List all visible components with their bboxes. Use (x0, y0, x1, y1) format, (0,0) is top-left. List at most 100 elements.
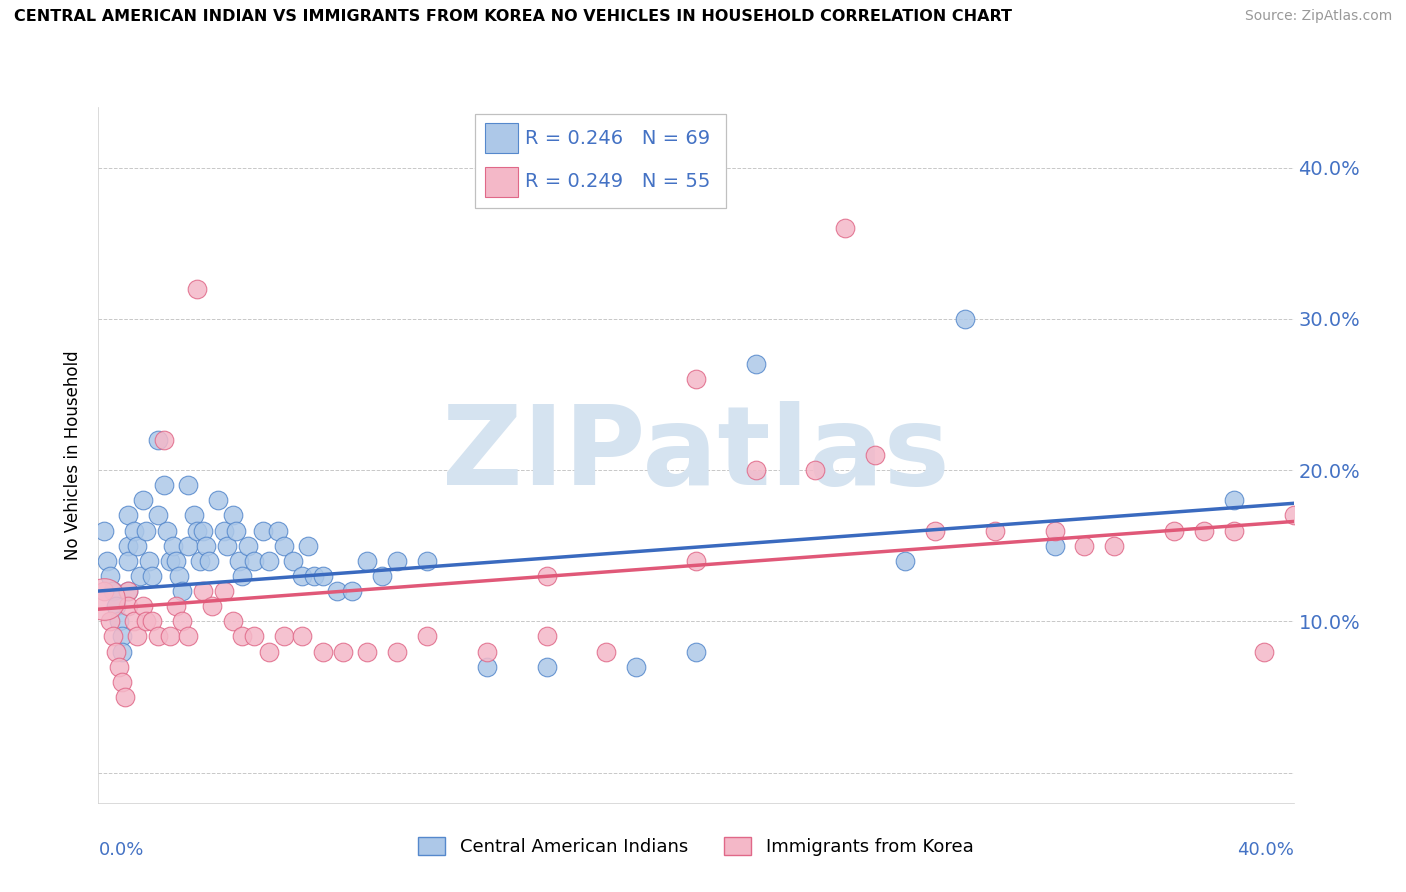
Point (536, 569, 558, 583)
Point (117, 554, 139, 568)
Point (1073, 539, 1095, 553)
Point (117, 508, 139, 523)
Point (103, 629, 125, 643)
Point (108, 615, 131, 629)
Legend: Central American Indians, Immigrants from Korea: Central American Indians, Immigrants fro… (411, 830, 981, 863)
Point (93, 584, 115, 599)
Point (1192, 524, 1215, 538)
Text: 0.0%: 0.0% (98, 841, 143, 859)
Point (865, 448, 887, 462)
Point (207, 493, 229, 508)
Point (311, 569, 333, 583)
Point (281, 554, 304, 568)
Point (127, 539, 149, 553)
Point (117, 584, 139, 599)
Point (165, 554, 187, 568)
Point (311, 644, 333, 658)
Point (148, 433, 170, 447)
Point (291, 629, 314, 643)
Point (96, 554, 118, 568)
Text: ZIPatlas: ZIPatlas (441, 401, 950, 508)
Point (111, 644, 134, 658)
Point (228, 554, 250, 568)
Point (93, 524, 115, 538)
Text: 40.0%: 40.0% (1237, 841, 1294, 859)
Point (536, 659, 558, 673)
Point (356, 644, 378, 658)
Point (536, 629, 558, 643)
Point (212, 524, 235, 538)
Point (231, 569, 253, 583)
Point (148, 629, 170, 643)
Point (222, 508, 245, 523)
Point (100, 569, 122, 583)
Point (834, 221, 856, 235)
Point (1043, 524, 1066, 538)
Point (626, 659, 648, 673)
Point (685, 644, 707, 658)
Point (215, 539, 238, 553)
Point (984, 524, 1007, 538)
Point (222, 615, 245, 629)
Point (191, 584, 214, 599)
Point (1223, 493, 1246, 508)
Point (198, 554, 221, 568)
Point (124, 524, 146, 538)
Point (100, 615, 122, 629)
Point (167, 569, 190, 583)
Point (114, 690, 136, 704)
Point (162, 539, 184, 553)
Point (297, 539, 319, 553)
Point (105, 599, 128, 614)
Point (172, 584, 194, 599)
Point (953, 311, 976, 326)
Point (685, 372, 707, 386)
Point (236, 539, 259, 553)
Point (127, 629, 149, 643)
Point (111, 674, 134, 689)
Point (267, 524, 290, 538)
Point (243, 629, 266, 643)
Point (1104, 539, 1126, 553)
Point (177, 478, 200, 492)
Point (117, 584, 139, 599)
Point (291, 569, 314, 583)
Point (195, 539, 218, 553)
Point (135, 615, 157, 629)
Point (371, 569, 394, 583)
Point (257, 644, 280, 658)
Point (191, 524, 214, 538)
Point (93, 591, 115, 606)
Point (135, 524, 157, 538)
Point (141, 615, 163, 629)
Point (183, 508, 205, 523)
Point (108, 659, 131, 673)
Point (186, 524, 208, 538)
Point (416, 629, 439, 643)
Point (342, 584, 364, 599)
Point (894, 554, 917, 568)
Point (231, 629, 253, 643)
Point (138, 554, 160, 568)
Point (177, 539, 200, 553)
Y-axis label: No Vehicles in Household: No Vehicles in Household (65, 350, 83, 560)
Point (172, 615, 194, 629)
Point (159, 629, 181, 643)
Point (177, 629, 200, 643)
Point (132, 599, 155, 614)
Point (124, 615, 146, 629)
Point (243, 554, 266, 568)
Point (257, 554, 280, 568)
Point (745, 463, 768, 477)
Point (103, 584, 125, 599)
Point (1253, 644, 1275, 658)
Point (153, 478, 176, 492)
Point (156, 524, 179, 538)
Point (153, 433, 176, 447)
Point (273, 539, 295, 553)
Text: CENTRAL AMERICAN INDIAN VS IMMIGRANTS FROM KOREA NO VEHICLES IN HOUSEHOLD CORREL: CENTRAL AMERICAN INDIAN VS IMMIGRANTS FR… (14, 9, 1012, 24)
Point (165, 599, 187, 614)
Point (273, 629, 295, 643)
Point (129, 569, 152, 583)
Point (1282, 508, 1305, 523)
